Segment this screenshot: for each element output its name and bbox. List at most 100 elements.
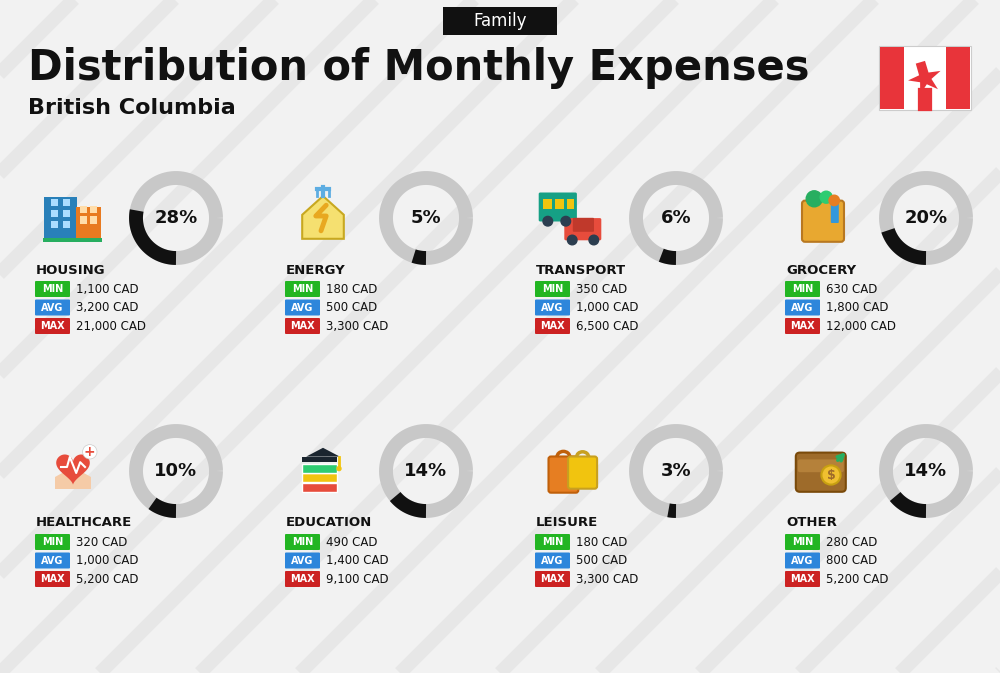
- Text: AVG: AVG: [41, 555, 64, 565]
- Text: 3%: 3%: [661, 462, 691, 480]
- Text: MIN: MIN: [792, 537, 813, 547]
- Text: MAX: MAX: [790, 574, 815, 584]
- Text: 1,000 CAD: 1,000 CAD: [76, 554, 138, 567]
- Circle shape: [821, 466, 841, 485]
- Text: MIN: MIN: [42, 284, 63, 294]
- Text: MIN: MIN: [542, 537, 563, 547]
- Circle shape: [806, 191, 822, 207]
- Circle shape: [589, 235, 599, 245]
- Circle shape: [83, 445, 97, 459]
- FancyBboxPatch shape: [879, 46, 971, 110]
- FancyBboxPatch shape: [35, 318, 70, 334]
- Text: 28%: 28%: [154, 209, 198, 227]
- FancyBboxPatch shape: [285, 281, 320, 297]
- FancyBboxPatch shape: [302, 483, 337, 492]
- FancyBboxPatch shape: [543, 199, 552, 209]
- FancyBboxPatch shape: [555, 199, 564, 209]
- Circle shape: [820, 191, 832, 203]
- FancyBboxPatch shape: [285, 571, 320, 587]
- Text: 12,000 CAD: 12,000 CAD: [826, 320, 896, 332]
- FancyBboxPatch shape: [785, 299, 820, 316]
- FancyBboxPatch shape: [568, 456, 597, 489]
- Text: EDUCATION: EDUCATION: [286, 516, 372, 530]
- Text: 20%: 20%: [904, 209, 948, 227]
- Text: MIN: MIN: [792, 284, 813, 294]
- Text: 3,300 CAD: 3,300 CAD: [326, 320, 388, 332]
- FancyBboxPatch shape: [785, 281, 820, 297]
- FancyBboxPatch shape: [43, 238, 102, 242]
- Text: 1,100 CAD: 1,100 CAD: [76, 283, 139, 295]
- FancyBboxPatch shape: [35, 299, 70, 316]
- Text: MAX: MAX: [540, 574, 565, 584]
- Polygon shape: [55, 471, 91, 489]
- FancyBboxPatch shape: [535, 318, 570, 334]
- Circle shape: [543, 217, 553, 226]
- FancyBboxPatch shape: [285, 553, 320, 569]
- Text: 14%: 14%: [904, 462, 948, 480]
- Text: TRANSPORT: TRANSPORT: [536, 264, 626, 277]
- Text: HEALTHCARE: HEALTHCARE: [36, 516, 132, 530]
- FancyBboxPatch shape: [302, 473, 337, 482]
- FancyBboxPatch shape: [539, 192, 577, 221]
- Text: 350 CAD: 350 CAD: [576, 283, 627, 295]
- FancyBboxPatch shape: [535, 571, 570, 587]
- FancyBboxPatch shape: [35, 571, 70, 587]
- FancyBboxPatch shape: [535, 281, 570, 297]
- FancyBboxPatch shape: [63, 221, 70, 228]
- Text: 3,300 CAD: 3,300 CAD: [576, 573, 638, 586]
- FancyBboxPatch shape: [535, 299, 570, 316]
- Text: AVG: AVG: [791, 555, 814, 565]
- Text: $: $: [827, 468, 835, 481]
- FancyBboxPatch shape: [76, 207, 101, 240]
- FancyBboxPatch shape: [51, 221, 58, 228]
- FancyBboxPatch shape: [63, 210, 70, 217]
- Text: MAX: MAX: [540, 321, 565, 331]
- FancyBboxPatch shape: [302, 456, 337, 462]
- Text: LEISURE: LEISURE: [536, 516, 598, 530]
- Text: AVG: AVG: [791, 302, 814, 312]
- Circle shape: [829, 195, 839, 205]
- FancyBboxPatch shape: [946, 47, 970, 109]
- FancyBboxPatch shape: [535, 553, 570, 569]
- FancyBboxPatch shape: [51, 210, 58, 217]
- FancyBboxPatch shape: [285, 299, 320, 316]
- Text: AVG: AVG: [291, 302, 314, 312]
- Text: MAX: MAX: [40, 574, 65, 584]
- Text: ENERGY: ENERGY: [286, 264, 346, 277]
- FancyBboxPatch shape: [35, 553, 70, 569]
- Text: 3,200 CAD: 3,200 CAD: [76, 301, 138, 314]
- FancyBboxPatch shape: [90, 206, 97, 213]
- FancyBboxPatch shape: [63, 199, 70, 206]
- Polygon shape: [306, 448, 340, 456]
- Text: AVG: AVG: [41, 302, 64, 312]
- Text: 1,000 CAD: 1,000 CAD: [576, 301, 639, 314]
- Text: 1,800 CAD: 1,800 CAD: [826, 301, 889, 314]
- FancyBboxPatch shape: [80, 206, 87, 213]
- FancyBboxPatch shape: [564, 218, 601, 240]
- FancyBboxPatch shape: [567, 199, 574, 209]
- Text: MAX: MAX: [290, 574, 315, 584]
- Text: 280 CAD: 280 CAD: [826, 536, 877, 548]
- Polygon shape: [908, 61, 941, 94]
- FancyBboxPatch shape: [573, 218, 594, 232]
- Text: British Columbia: British Columbia: [28, 98, 236, 118]
- FancyBboxPatch shape: [51, 199, 58, 206]
- Text: AVG: AVG: [541, 302, 564, 312]
- FancyBboxPatch shape: [831, 201, 839, 223]
- Text: 5,200 CAD: 5,200 CAD: [826, 573, 889, 586]
- Text: Family: Family: [473, 12, 527, 30]
- FancyBboxPatch shape: [44, 197, 77, 240]
- Text: HOUSING: HOUSING: [36, 264, 106, 277]
- Text: MAX: MAX: [290, 321, 315, 331]
- Text: 490 CAD: 490 CAD: [326, 536, 378, 548]
- FancyBboxPatch shape: [796, 453, 846, 492]
- Polygon shape: [302, 196, 344, 239]
- FancyBboxPatch shape: [785, 571, 820, 587]
- Circle shape: [561, 217, 571, 226]
- Text: +: +: [84, 445, 96, 459]
- Text: 180 CAD: 180 CAD: [576, 536, 627, 548]
- Circle shape: [337, 466, 341, 470]
- Text: 6%: 6%: [661, 209, 691, 227]
- Text: GROCERY: GROCERY: [786, 264, 856, 277]
- FancyBboxPatch shape: [880, 47, 904, 109]
